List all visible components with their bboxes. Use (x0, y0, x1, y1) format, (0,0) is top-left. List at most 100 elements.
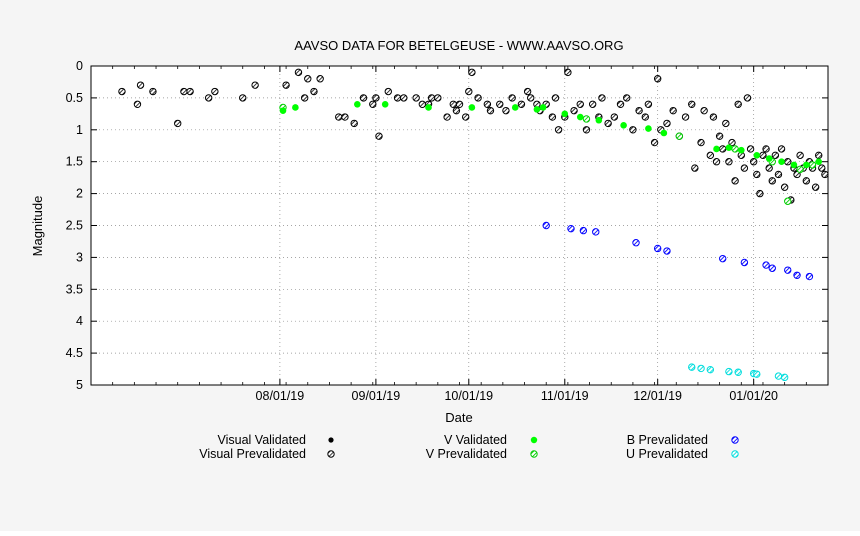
data-point-v-validated (511, 104, 519, 111)
data-point-v-validated (561, 110, 569, 118)
data-point-visual-prevalidated (588, 100, 597, 108)
data-point-visual-prevalidated (759, 151, 767, 160)
data-point-visual-prevalidated (384, 87, 392, 96)
data-point-b-prevalidated (793, 271, 801, 279)
data-point-visual-prevalidated (780, 183, 789, 191)
y-tick-label: 2.5 (66, 219, 83, 233)
data-point-visual-prevalidated (372, 94, 380, 102)
data-point-visual-prevalidated (300, 94, 309, 102)
data-point-visual-prevalidated (434, 94, 442, 102)
data-point-b-prevalidated (768, 264, 776, 272)
legend-marker-v-validated (530, 436, 538, 444)
data-point-visual-prevalidated (681, 113, 690, 121)
data-point-v-validated (778, 158, 785, 165)
data-point-visual-prevalidated (746, 145, 755, 153)
data-point-visual-prevalidated (811, 183, 820, 191)
data-point-v-validated (737, 146, 745, 154)
legend-marker-u-prevalidated (731, 450, 739, 458)
data-point-visual-prevalidated (523, 87, 532, 96)
data-point-visual-prevalidated (771, 151, 780, 160)
legend-label-v-prevalidated: V Prevalidated (426, 447, 507, 461)
data-point-visual-prevalidated (669, 106, 677, 115)
data-point-visual-prevalidated (369, 100, 377, 108)
data-point-v-validated (815, 158, 823, 165)
data-point-visual-prevalidated (517, 100, 526, 108)
legend: Visual Validated Visual Prevalidated V V… (199, 433, 739, 461)
data-point-visual-prevalidated (663, 119, 671, 128)
data-point-b-prevalidated (762, 261, 770, 269)
data-point-u-prevalidated (734, 368, 742, 376)
data-point-b-prevalidated (592, 228, 600, 236)
data-point-visual-prevalidated (644, 100, 653, 108)
data-point-b-prevalidated (805, 272, 814, 281)
data-point-v-validated (753, 152, 761, 159)
data-point-v-validated (533, 106, 541, 113)
data-point-visual-prevalidated (375, 132, 383, 140)
data-point-visual-prevalidated (461, 113, 470, 121)
data-point-v-validated (425, 104, 432, 111)
data-point-b-prevalidated (719, 254, 727, 263)
data-point-v-prevalidated (808, 161, 817, 169)
data-point-visual-prevalidated (251, 81, 259, 89)
legend-label-u-prevalidated: U Prevalidated (626, 447, 708, 461)
data-point-visual-prevalidated (616, 100, 625, 108)
data-point-v-validated (713, 145, 720, 153)
data-point-visual-prevalidated (743, 94, 752, 102)
data-point-visual-prevalidated (452, 106, 461, 115)
data-point-visual-prevalidated (688, 100, 696, 108)
data-point-b-prevalidated (784, 266, 792, 274)
data-point-visual-prevalidated (796, 151, 804, 160)
data-point-v-prevalidated (582, 115, 591, 123)
legend-marker-v-prevalidated (530, 450, 538, 458)
data-point-visual-prevalidated (697, 138, 705, 147)
y-tick-label: 0 (76, 59, 83, 73)
data-point-v-validated (468, 104, 476, 111)
data-point-visual-prevalidated (465, 87, 473, 96)
data-point-visual-prevalidated (691, 164, 699, 172)
data-point-v-validated (660, 129, 668, 137)
y-tick-label: 2 (76, 187, 83, 201)
data-point-visual-prevalidated (728, 138, 736, 147)
data-point-visual-prevalidated (418, 100, 427, 108)
data-point-v-validated (381, 100, 389, 108)
data-point-v-validated (354, 100, 361, 108)
data-point-visual-prevalidated (653, 75, 662, 83)
data-point-visual-prevalidated (341, 113, 349, 121)
data-point-u-prevalidated (697, 364, 705, 373)
data-point-v-validated (595, 116, 603, 124)
data-point-visual-prevalidated (598, 94, 606, 102)
data-point-v-validated (279, 107, 287, 114)
y-axis-ticks: 0 0.5 1 1.5 2 2.5 3 3.5 4 4.5 5 (66, 59, 828, 392)
data-point-visual-prevalidated (502, 106, 510, 115)
data-point-visual-prevalidated (784, 158, 792, 166)
data-point-visual-prevalidated (818, 164, 826, 172)
data-point-visual-prevalidated (174, 119, 182, 128)
x-tick-label: 12/01/19 (633, 389, 682, 403)
chart-title: AAVSO DATA FOR BETELGEUSE - WWW.AAVSO.OR… (294, 38, 623, 53)
y-tick-label: 1.5 (66, 155, 83, 169)
data-point-visual-prevalidated (650, 138, 659, 147)
x-axis-label: Date (445, 410, 472, 425)
legend-label-visual-validated: Visual Validated (218, 433, 307, 447)
data-point-visual-prevalidated (239, 94, 247, 102)
data-point-visual-prevalidated (316, 75, 324, 83)
x-axis-ticks: 08/01/19 09/01/19 10/01/19 11/01/19 12/01/19… (90, 66, 829, 403)
data-point-visual-prevalidated (204, 94, 213, 102)
data-point-visual-prevalidated (815, 151, 823, 160)
data-point-u-prevalidated (706, 365, 715, 374)
data-point-v-validated (645, 125, 652, 132)
data-point-visual-prevalidated (149, 87, 157, 96)
x-tick-label: 09/01/19 (352, 389, 401, 403)
data-point-visual-prevalidated (427, 94, 436, 102)
legend-label-b-prevalidated: B Prevalidated (627, 433, 708, 447)
data-point-visual-prevalidated (774, 170, 783, 179)
data-point-visual-prevalidated (443, 113, 451, 121)
data-point-v-validated (292, 104, 299, 111)
data-point-v-prevalidated (796, 165, 804, 174)
legend-label-visual-prevalidated: Visual Prevalidated (199, 447, 306, 461)
data-point-b-prevalidated (579, 226, 588, 235)
y-tick-label: 4 (76, 314, 83, 328)
data-point-visual-prevalidated (715, 132, 724, 140)
